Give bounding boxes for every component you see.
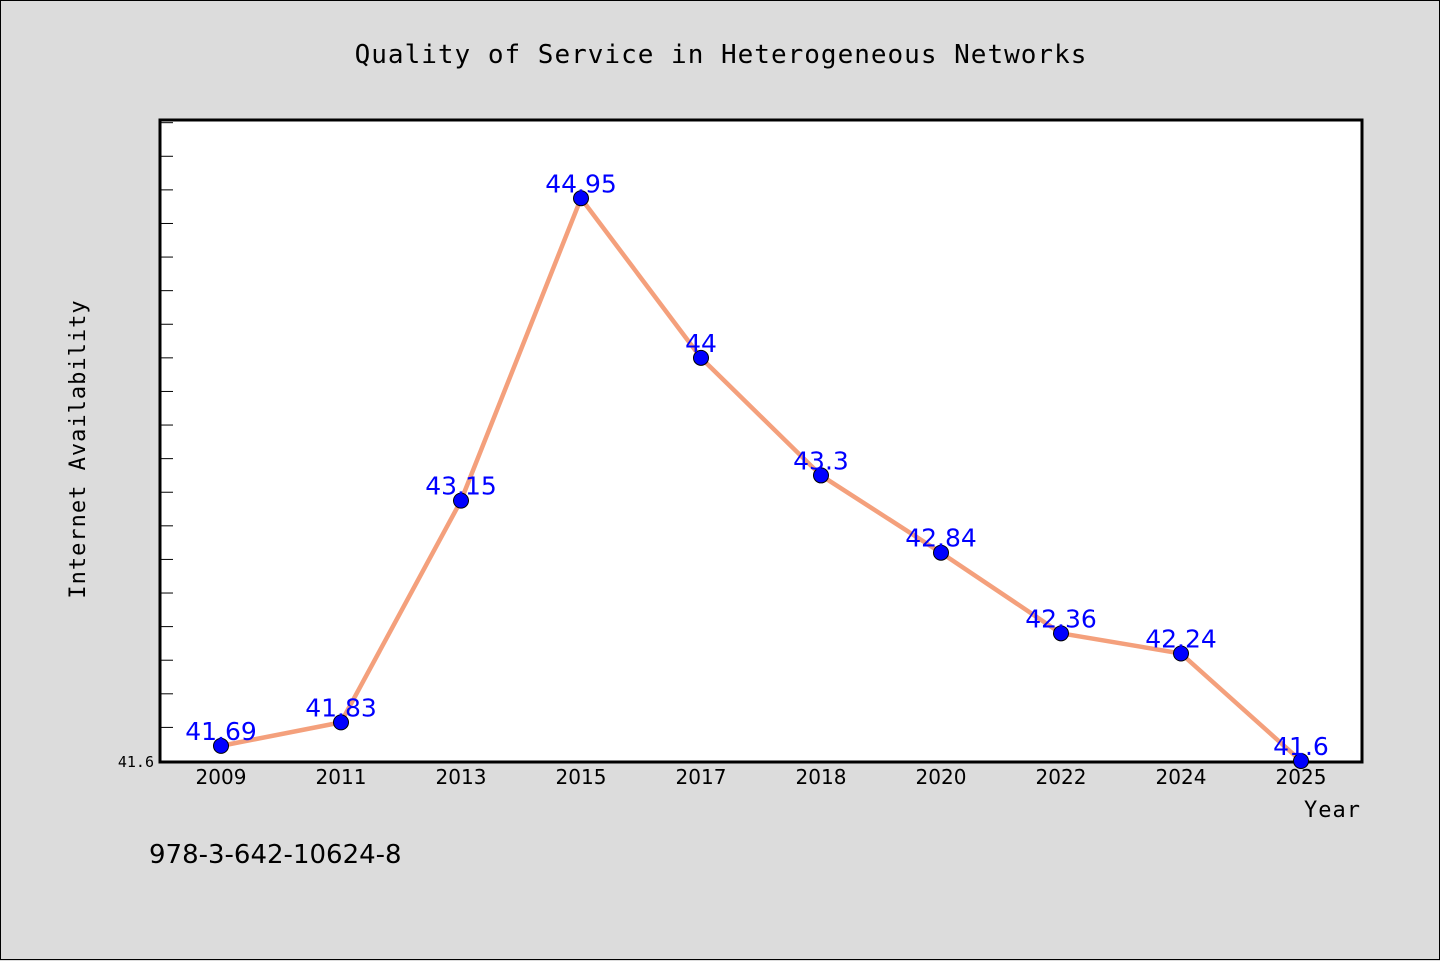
y-axis-label: Internet Availability: [66, 299, 91, 598]
data-point: [813, 467, 829, 484]
y-tick-label-min: 41.6: [118, 753, 154, 771]
data-point: [453, 492, 469, 509]
data-point: [573, 190, 589, 207]
isbn-annotation: 978-3-642-10624-8: [149, 840, 402, 870]
series-line: [218, 196, 1304, 764]
data-label: 41.69: [185, 717, 257, 746]
x-tick-label: 2018: [796, 765, 847, 789]
data-point: [333, 714, 349, 731]
x-tick-label: 2011: [316, 765, 367, 789]
x-tick-label: 2015: [556, 765, 607, 789]
chart-title: Quality of Service in Heterogeneous Netw…: [355, 40, 1088, 70]
data-point: [1053, 625, 1069, 642]
data-point: [213, 737, 229, 754]
x-axis-label: Year: [1304, 798, 1361, 823]
data-label: 44.95: [545, 169, 617, 198]
x-axis-ticks: 2009 2011 2013 2015 2017 2018 2020 2022 2024 2025: [196, 765, 1327, 789]
series-marker-group: [213, 190, 1309, 769]
data-label: 41.83: [305, 693, 377, 722]
series-line-group: [218, 196, 1304, 764]
data-label: 44: [685, 329, 717, 358]
data-label: 42.24: [1145, 624, 1217, 653]
data-point: [693, 349, 709, 366]
data-point: [933, 544, 949, 561]
x-tick-label: 2020: [916, 765, 967, 789]
x-tick-label: 2017: [676, 765, 727, 789]
data-point: [1293, 753, 1309, 769]
data-label: 43.15: [425, 472, 497, 501]
x-tick-label: 2024: [1156, 765, 1207, 789]
data-label-group: 41.69 41.83 43.15 44.95 44 43.3 42.84 42.36 42.2…: [185, 169, 1329, 761]
data-label: 43.3: [793, 446, 849, 475]
y-axis-ticks: [161, 122, 173, 762]
data-point: [1173, 645, 1189, 662]
x-tick-label: 2013: [436, 765, 487, 789]
data-label: 41.6: [1273, 732, 1329, 761]
x-tick-label: 2022: [1036, 765, 1087, 789]
plot-area: [158, 118, 1364, 764]
x-tick-label: 2009: [196, 765, 247, 789]
data-label: 42.36: [1025, 604, 1097, 633]
data-label: 42.84: [905, 524, 977, 553]
